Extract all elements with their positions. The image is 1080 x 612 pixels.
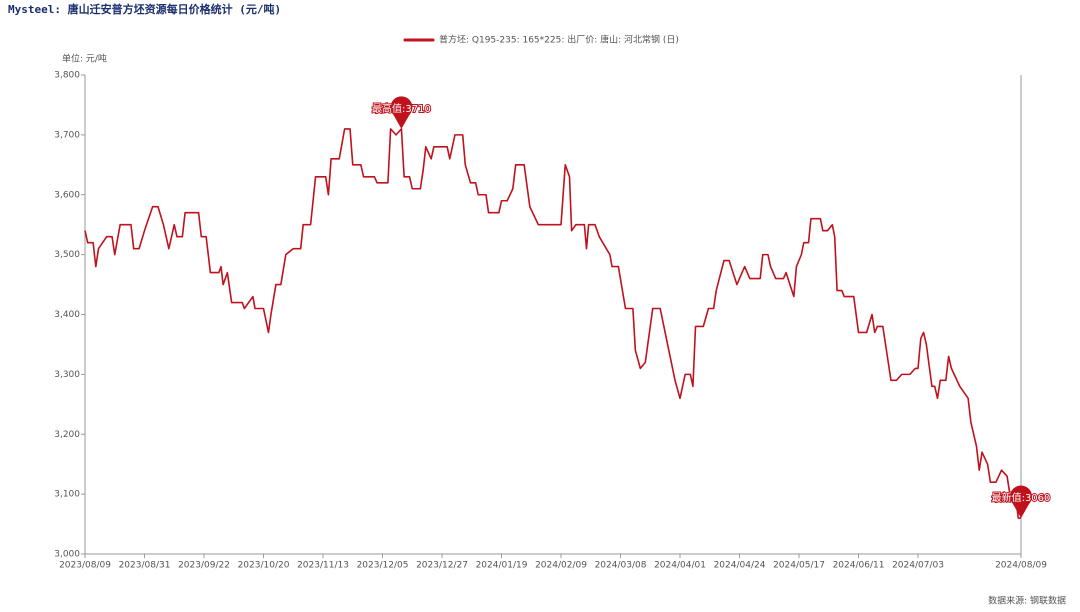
pin bbox=[390, 96, 413, 129]
legend-label: 普方坯: Q195-235: 165*225: 出厂价: 唐山: 河北常钢 (日… bbox=[439, 34, 679, 46]
x-tick-label: 2024/01/19 bbox=[476, 561, 528, 571]
y-tick-label: 3,400 bbox=[54, 310, 80, 320]
y-tick-label: 3,100 bbox=[54, 490, 80, 500]
y-tick-label: 3,800 bbox=[54, 71, 80, 81]
pin-label: 最新值:3060 bbox=[992, 491, 1051, 504]
x-tick-label: 2024/05/17 bbox=[773, 561, 825, 571]
x-tick-label: 2023/12/27 bbox=[416, 561, 468, 571]
x-tick-label: 2024/06/11 bbox=[833, 561, 885, 571]
y-tick-label: 3,000 bbox=[54, 550, 80, 560]
source: 数据来源: 钢联数据 bbox=[988, 595, 1066, 607]
pin bbox=[1010, 485, 1032, 519]
pin-label: 最高值:3710 bbox=[372, 102, 431, 115]
x-tick-label: 2024/04/01 bbox=[654, 561, 706, 571]
x-tick-label: 2023/12/05 bbox=[357, 561, 409, 571]
price-line bbox=[84, 128, 1021, 519]
y-tick-label: 3,700 bbox=[54, 130, 80, 140]
y-tick-label: 3,300 bbox=[54, 370, 80, 380]
x-tick-label: 2023/09/22 bbox=[178, 561, 230, 571]
y-tick-label: 3,200 bbox=[54, 430, 80, 440]
x-tick-label: 2023/08/09 bbox=[59, 561, 111, 571]
x-tick-label: 2023/10/20 bbox=[238, 561, 290, 571]
x-tick-label: 2023/08/31 bbox=[119, 561, 171, 571]
x-tick-label: 2024/03/08 bbox=[595, 561, 647, 571]
x-tick-label: 2024/02/09 bbox=[535, 561, 587, 571]
y-tick-label: 3,600 bbox=[54, 190, 80, 200]
x-tick-label: 2024/08/09 bbox=[995, 561, 1047, 571]
chart-title: Mysteel: 唐山迁安普方坯资源每日价格统计 (元/吨) bbox=[8, 2, 281, 16]
unit-label: 单位: 元/吨 bbox=[62, 53, 107, 65]
x-tick-label: 2024/04/24 bbox=[714, 561, 766, 571]
x-tick-label: 2024/07/03 bbox=[892, 561, 944, 571]
x-tick-label: 2023/11/13 bbox=[297, 561, 349, 571]
y-tick-label: 3,500 bbox=[54, 250, 80, 260]
